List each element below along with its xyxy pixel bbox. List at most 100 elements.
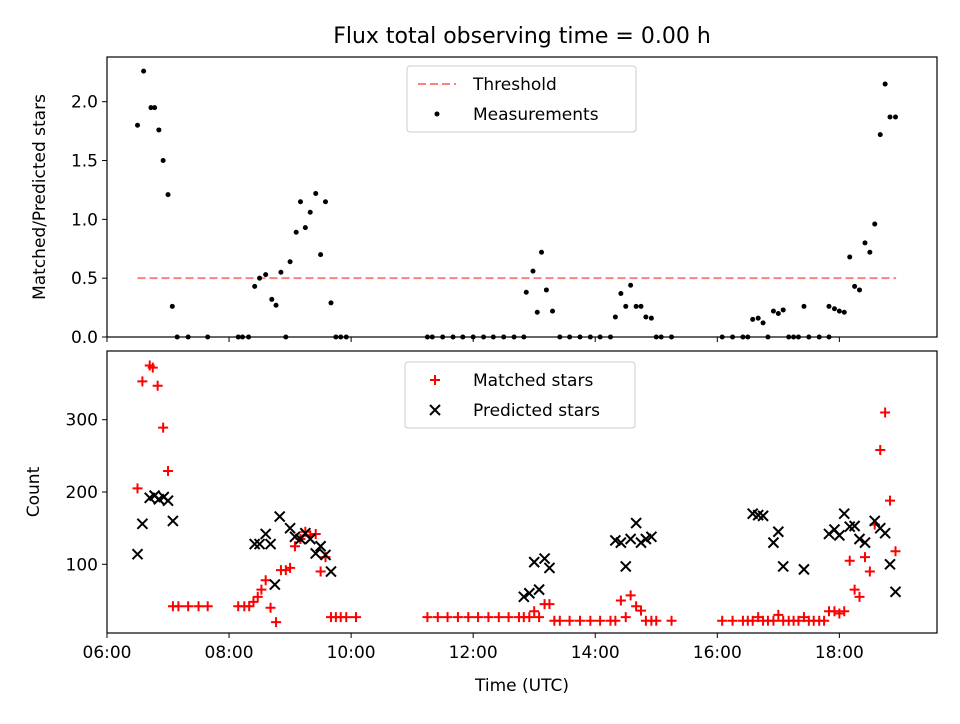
measurement-point xyxy=(328,300,334,306)
predicted-point xyxy=(264,538,277,550)
measurement-point xyxy=(801,303,807,309)
matched-point xyxy=(265,602,276,613)
predicted-point xyxy=(528,556,540,568)
measurement-point xyxy=(893,114,898,120)
measurement-point xyxy=(269,296,275,302)
predicted-point xyxy=(325,565,337,578)
measurement-point xyxy=(481,334,487,340)
measurement-point xyxy=(273,302,279,308)
predicted-point xyxy=(772,526,785,538)
predicted-point xyxy=(879,527,891,539)
measurement-point xyxy=(841,309,847,315)
measurement-point xyxy=(440,334,446,340)
x-tick-label: 10:00 xyxy=(327,643,376,663)
matched-point xyxy=(880,407,891,418)
measurement-point xyxy=(628,282,634,288)
measurement-point xyxy=(862,240,868,246)
measurement-point xyxy=(612,314,618,320)
matched-point xyxy=(544,599,555,610)
measurement-point xyxy=(653,334,659,340)
matched-point xyxy=(585,615,596,626)
predicted-point xyxy=(319,549,332,561)
measurement-point xyxy=(750,316,756,322)
measurement-point xyxy=(530,268,536,274)
measurement-point xyxy=(521,334,527,340)
matched-point xyxy=(173,601,184,612)
predicted-point xyxy=(767,536,780,549)
predicted-point xyxy=(274,510,286,523)
measurement-point xyxy=(852,283,858,289)
matched-point xyxy=(747,615,758,626)
predicted-point xyxy=(518,591,530,603)
measurement-point xyxy=(141,68,147,74)
matched-point xyxy=(202,601,213,612)
measurement-point xyxy=(543,287,549,293)
matched-point xyxy=(793,615,804,626)
matched-point xyxy=(636,605,647,616)
matched-point xyxy=(834,608,845,619)
y-tick-label: 100 xyxy=(66,555,98,575)
predicted-point xyxy=(314,540,327,552)
y-tick-label: 1.5 xyxy=(71,152,98,172)
predicted-point xyxy=(869,515,881,527)
predicted-point xyxy=(798,563,810,576)
measurement-point xyxy=(755,315,761,321)
matched-point xyxy=(193,601,204,612)
measurement-point xyxy=(257,275,263,281)
matched-point xyxy=(564,615,575,626)
measurement-point xyxy=(322,199,328,205)
predicted-point xyxy=(304,533,316,545)
matched-point xyxy=(529,606,540,617)
x-tick-label: 14:00 xyxy=(571,643,620,663)
measurement-point xyxy=(633,303,639,309)
measurement-point xyxy=(550,308,556,314)
matched-point xyxy=(442,612,453,623)
matched-point xyxy=(493,612,504,623)
measurement-point xyxy=(313,190,319,196)
y-tick-label: 0.5 xyxy=(71,269,98,289)
matched-point xyxy=(248,596,259,607)
matched-point xyxy=(158,422,169,433)
measurement-point xyxy=(205,334,211,340)
matched-point xyxy=(260,575,271,586)
measurement-point xyxy=(847,254,853,260)
measurement-point xyxy=(567,334,573,340)
legend-predicted-label: Predicted stars xyxy=(473,401,600,421)
predicted-point xyxy=(833,529,846,542)
measurement-point xyxy=(460,334,466,340)
measurement-point xyxy=(806,334,812,340)
measurement-point xyxy=(557,334,563,340)
measurement-point xyxy=(826,334,832,340)
measurement-point xyxy=(302,225,308,231)
measurement-point xyxy=(836,308,842,314)
measurement-point xyxy=(470,334,476,340)
measurement-point xyxy=(877,132,883,138)
matched-point xyxy=(610,615,621,626)
matched-point xyxy=(554,615,565,626)
matched-point xyxy=(631,601,642,612)
measurement-point xyxy=(152,105,158,111)
predicted-point xyxy=(284,522,296,534)
measurement-point xyxy=(760,320,766,326)
measurement-point xyxy=(648,315,654,321)
legend-matched-label: Matched stars xyxy=(473,371,593,391)
predicted-point xyxy=(269,578,281,591)
predicted-point xyxy=(859,536,871,549)
measurement-point xyxy=(185,334,191,340)
measurement-point xyxy=(669,334,675,340)
measurement-point xyxy=(730,334,736,340)
measurement-point xyxy=(775,310,781,316)
predicted-point xyxy=(543,562,556,574)
measurement-point xyxy=(872,221,878,227)
legend-top: Threshold Measurements xyxy=(406,65,637,133)
measurement-point xyxy=(623,303,629,309)
y-tick-label: 2.0 xyxy=(71,93,98,113)
matched-point xyxy=(256,584,267,595)
top-y-axis-label: Matched/Predicted stars xyxy=(30,94,50,300)
predicted-point xyxy=(630,517,642,529)
legend-measurements-swatch xyxy=(434,111,440,117)
x-tick-label: 16:00 xyxy=(693,643,742,663)
measurement-point xyxy=(607,334,613,340)
predicted-point xyxy=(853,533,866,545)
